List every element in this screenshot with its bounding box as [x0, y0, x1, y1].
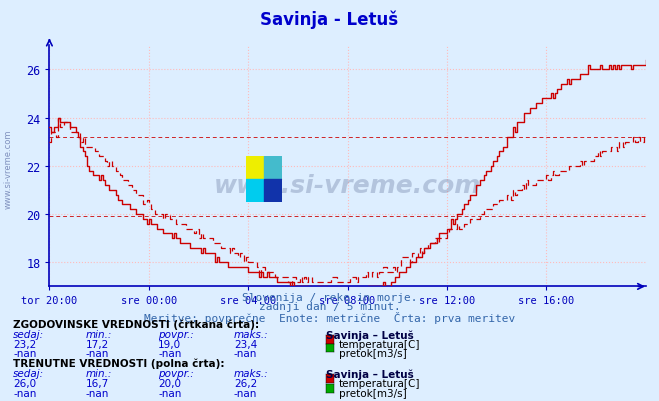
Text: -nan: -nan	[158, 348, 181, 358]
Polygon shape	[264, 180, 283, 203]
Text: pretok[m3/s]: pretok[m3/s]	[339, 348, 407, 358]
Polygon shape	[246, 156, 264, 180]
Text: pretok[m3/s]: pretok[m3/s]	[339, 388, 407, 398]
Text: 19,0: 19,0	[158, 339, 181, 349]
Text: min.:: min.:	[86, 368, 112, 378]
Text: 23,4: 23,4	[234, 339, 257, 349]
Text: Slovenija / reke in morje.: Slovenija / reke in morje.	[242, 292, 417, 302]
Text: -nan: -nan	[13, 388, 36, 398]
Text: -nan: -nan	[158, 388, 181, 398]
Text: www.si-vreme.com: www.si-vreme.com	[3, 129, 13, 208]
Text: 20,0: 20,0	[158, 378, 181, 388]
Text: Savinja – Letuš: Savinja – Letuš	[326, 330, 414, 340]
Text: temperatura[C]: temperatura[C]	[339, 378, 420, 388]
Text: povpr.:: povpr.:	[158, 368, 194, 378]
Text: sedaj:: sedaj:	[13, 330, 44, 340]
Text: temperatura[C]: temperatura[C]	[339, 339, 420, 349]
Text: maks.:: maks.:	[234, 368, 269, 378]
Text: 17,2: 17,2	[86, 339, 109, 349]
Text: sedaj:: sedaj:	[13, 368, 44, 378]
Text: povpr.:: povpr.:	[158, 330, 194, 340]
Text: -nan: -nan	[13, 348, 36, 358]
Text: 26,2: 26,2	[234, 378, 257, 388]
Text: 26,0: 26,0	[13, 378, 36, 388]
Text: maks.:: maks.:	[234, 330, 269, 340]
Text: -nan: -nan	[86, 348, 109, 358]
Text: 16,7: 16,7	[86, 378, 109, 388]
Polygon shape	[264, 156, 283, 180]
Text: min.:: min.:	[86, 330, 112, 340]
Text: www.si-vreme.com: www.si-vreme.com	[214, 174, 481, 198]
Text: -nan: -nan	[234, 348, 257, 358]
Polygon shape	[246, 180, 264, 203]
Text: 23,2: 23,2	[13, 339, 36, 349]
Text: zadnji dan / 5 minut.: zadnji dan / 5 minut.	[258, 302, 401, 312]
Text: Savinja - Letuš: Savinja - Letuš	[260, 10, 399, 28]
Text: -nan: -nan	[86, 388, 109, 398]
Text: TRENUTNE VREDNOSTI (polna črta):: TRENUTNE VREDNOSTI (polna črta):	[13, 358, 225, 368]
Text: ZGODOVINSKE VREDNOSTI (črtkana črta):: ZGODOVINSKE VREDNOSTI (črtkana črta):	[13, 319, 259, 329]
Text: Savinja – Letuš: Savinja – Letuš	[326, 368, 414, 379]
Text: Meritve: povprečne  Enote: metrične  Črta: prva meritev: Meritve: povprečne Enote: metrične Črta:…	[144, 311, 515, 323]
Text: -nan: -nan	[234, 388, 257, 398]
